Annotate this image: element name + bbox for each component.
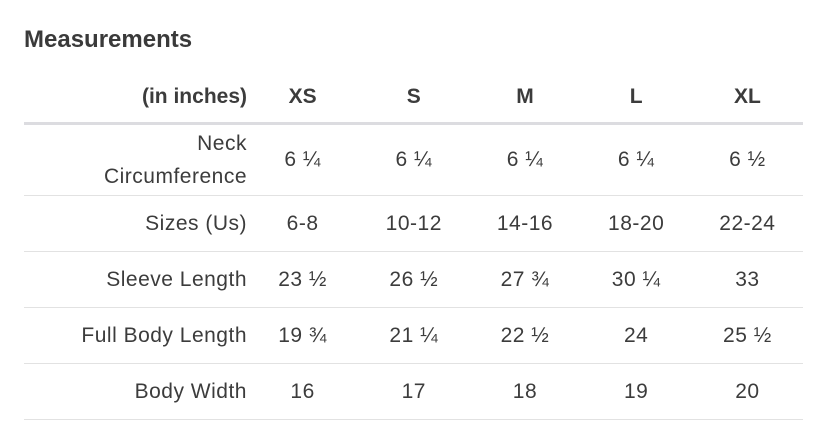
cell-value: 18 — [469, 363, 581, 420]
row-label-line: Neck — [197, 132, 247, 155]
cell-value: 6 ½ — [691, 123, 803, 196]
cell-value: 6 ¼ — [469, 123, 581, 196]
size-header: L — [580, 72, 692, 125]
cell-value: 18-20 — [580, 195, 692, 252]
header-row: (in inches) XS S M L XL — [24, 72, 803, 125]
size-header: XS — [247, 72, 359, 125]
page-title: Measurements — [24, 26, 193, 53]
size-header: XL — [691, 72, 803, 125]
cell-value: 33 — [691, 251, 803, 308]
cell-value: 6-8 — [247, 195, 359, 252]
cell-value: 14-16 — [469, 195, 581, 252]
cell-value: 25 ½ — [691, 307, 803, 364]
unit-header: (in inches) — [24, 72, 247, 125]
cell-value: 22 ½ — [469, 307, 581, 364]
cell-value: 16 — [247, 363, 359, 420]
size-header: M — [469, 72, 581, 125]
row-label: Neck Circumference — [24, 123, 247, 196]
cell-value: 17 — [358, 363, 470, 420]
table-row: Sizes (Us) 6-8 10-12 14-16 18-20 22-24 — [24, 195, 803, 252]
cell-value: 21 ¼ — [358, 307, 470, 364]
cell-value: 10-12 — [358, 195, 470, 252]
cell-value: 23 ½ — [247, 251, 359, 308]
cell-value: 24 — [580, 307, 692, 364]
cell-value: 6 ¼ — [358, 123, 470, 196]
row-label: Sleeve Length — [24, 251, 247, 308]
cell-value: 26 ½ — [358, 251, 470, 308]
cell-value: 22-24 — [691, 195, 803, 252]
size-header: S — [358, 72, 470, 125]
cell-value: 6 ¼ — [580, 123, 692, 196]
cell-value: 6 ¼ — [247, 123, 359, 196]
table-row: Sleeve Length 23 ½ 26 ½ 27 ¾ 30 ¼ 33 — [24, 251, 803, 308]
row-label-line: Circumference — [103, 165, 247, 188]
row-label: Full Body Length — [24, 307, 247, 364]
cell-value: 20 — [691, 363, 803, 420]
cell-value: 19 — [580, 363, 692, 420]
table-row: Body Width 16 17 18 19 20 — [24, 363, 803, 420]
cell-value: 27 ¾ — [469, 251, 581, 308]
table-row: Full Body Length 19 ¾ 21 ¼ 22 ½ 24 25 ½ — [24, 307, 803, 364]
row-label: Body Width — [24, 363, 247, 420]
cell-value: 19 ¾ — [247, 307, 359, 364]
row-label: Sizes (Us) — [24, 195, 247, 252]
measurements-table: (in inches) XS S M L XL Neck Circumferenc… — [24, 72, 803, 420]
cell-value: 30 ¼ — [580, 251, 692, 308]
